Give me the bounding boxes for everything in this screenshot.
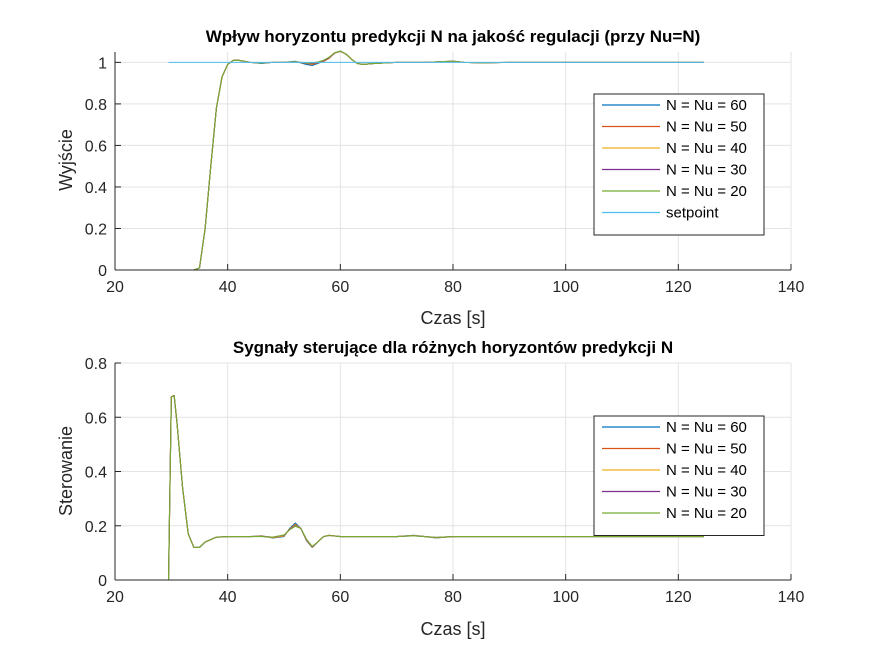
legend-label-6: setpoint — [666, 205, 719, 222]
legend-label-2: N = Nu = 50 — [666, 441, 747, 458]
x-tick-label: 120 — [665, 279, 692, 296]
y-tick-label: 0 — [98, 263, 107, 280]
legend-label-5: N = Nu = 20 — [666, 183, 747, 200]
x-tick-label: 60 — [331, 589, 349, 606]
chart-output-ylabel: Wyjście — [56, 129, 76, 191]
x-tick-label: 40 — [219, 589, 237, 606]
legend-label-4: N = Nu = 30 — [666, 162, 747, 179]
y-tick-label: 0.6 — [85, 410, 107, 427]
y-tick-label: 0.2 — [85, 519, 107, 536]
x-tick-label: 140 — [778, 589, 805, 606]
series-line-5 — [167, 394, 704, 581]
series-line-5 — [168, 50, 704, 271]
chart-control-xlabel: Czas [s] — [420, 619, 485, 639]
x-tick-label: 80 — [444, 589, 462, 606]
y-tick-label: 0 — [98, 573, 107, 590]
y-tick-label: 0.8 — [85, 97, 107, 114]
legend-label-4: N = Nu = 30 — [666, 484, 747, 501]
x-tick-label: 80 — [444, 279, 462, 296]
y-tick-label: 0.2 — [85, 221, 107, 238]
x-tick-label: 20 — [106, 279, 124, 296]
y-tick-label: 0.4 — [85, 180, 107, 197]
x-tick-label: 40 — [219, 279, 237, 296]
x-tick-label: 60 — [331, 279, 349, 296]
legend: N = Nu = 60 N = Nu = 50 N = Nu = 40 N = Nu … — [593, 93, 765, 236]
chart-control: Sygnały sterujące dla różnych horyzontów… — [56, 338, 804, 639]
y-tick-label: 1 — [98, 55, 107, 72]
legend-label-5: N = Nu = 20 — [666, 505, 747, 522]
y-tick-label: 0.4 — [85, 465, 107, 482]
legend-box — [593, 93, 765, 236]
chart-output-title: Wpływ horyzontu predykcji N na jakość re… — [206, 27, 701, 46]
x-tick-label: 120 — [665, 589, 692, 606]
chart-output: Wpływ horyzontu predykcji N na jakość re… — [56, 27, 804, 328]
chart-control-ylabel: Sterowanie — [56, 426, 76, 516]
legend: N = Nu = 60 N = Nu = 50 N = Nu = 40 N = Nu … — [593, 415, 765, 536]
legend-label-2: N = Nu = 50 — [666, 119, 747, 136]
x-tick-label: 100 — [552, 589, 579, 606]
legend-label-1: N = Nu = 60 — [666, 419, 747, 436]
y-tick-label: 0.8 — [85, 356, 107, 373]
y-tick-label: 0.6 — [85, 138, 107, 155]
legend-label-1: N = Nu = 60 — [666, 97, 747, 114]
x-tick-label: 20 — [106, 589, 124, 606]
chart-output-xlabel: Czas [s] — [420, 308, 485, 328]
x-tick-label: 100 — [552, 279, 579, 296]
chart-control-title: Sygnały sterujące dla różnych horyzontów… — [233, 338, 673, 357]
legend-label-3: N = Nu = 40 — [666, 462, 747, 479]
x-tick-label: 140 — [778, 279, 805, 296]
legend-label-3: N = Nu = 40 — [666, 140, 747, 157]
legend-box — [593, 415, 765, 536]
